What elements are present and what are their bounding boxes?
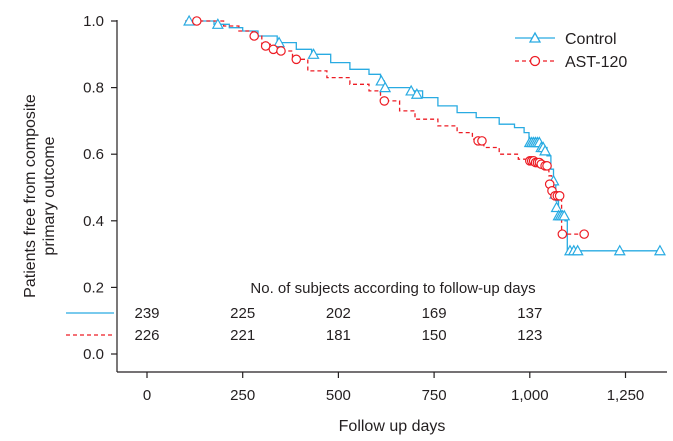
risk-count: 221	[230, 327, 255, 344]
legend-entry-control: Control	[515, 31, 617, 48]
legend: Control AST-120	[515, 31, 627, 71]
censor-marker-control	[410, 88, 423, 99]
x-ticks: 0 250 500 750 1,000 1,250	[143, 372, 644, 404]
series-line-ast120	[185, 20, 586, 235]
censor-marker-control	[571, 244, 584, 256]
censor-marker-control	[307, 48, 320, 59]
y-tick-label: 0.2	[83, 279, 104, 296]
x-tick-label: 1,250	[607, 387, 645, 404]
legend-entry-ast120: AST-120	[515, 54, 627, 71]
risk-row-ast120: 226 221 181 150 123	[134, 327, 542, 344]
censor-marker-ast120	[276, 46, 286, 56]
risk-count: 202	[326, 305, 351, 322]
risk-count: 123	[517, 327, 542, 344]
censor-marker-ast120	[379, 96, 390, 106]
y-tick-label: 0.6	[83, 146, 104, 163]
censor-marker-control	[211, 18, 224, 29]
y-tick-label: 0.0	[83, 346, 104, 363]
x-axis-title: Follow up days	[339, 418, 446, 435]
x-tick-label: 500	[326, 387, 351, 404]
y-tick-label: 1.0	[83, 13, 104, 30]
censor-marker-ast120	[249, 31, 259, 41]
censor-marker-control	[558, 209, 571, 221]
censor-marker-control	[539, 144, 552, 156]
censor-marker-ast120	[542, 161, 552, 171]
plot-area	[183, 14, 666, 256]
axes	[116, 20, 667, 373]
y-ticks: 0.0 0.2 0.4 0.6 0.8 1.0	[83, 13, 117, 363]
censor-marker-ast120	[291, 54, 302, 65]
censor-marker-control	[653, 244, 666, 256]
censor-marker-control	[379, 81, 392, 93]
x-tick-label: 250	[230, 387, 255, 404]
risk-count: 226	[134, 327, 159, 344]
legend-ast120-label: AST-120	[565, 54, 627, 71]
risk-table: No. of subjects according to follow-up d…	[66, 280, 542, 344]
legend-ast120-marker	[529, 55, 541, 67]
x-tick-label: 750	[422, 387, 447, 404]
censor-marker-ast120	[268, 44, 279, 55]
risk-count: 239	[134, 305, 159, 322]
censor-marker-control	[183, 14, 196, 26]
y-axis-title-line-1: Patients free from composite	[22, 94, 39, 298]
risk-count: 169	[422, 305, 447, 322]
censor-marker-ast120	[477, 136, 487, 146]
risk-count: 137	[517, 305, 542, 322]
risk-table-title: No. of subjects according to follow-up d…	[250, 280, 535, 297]
censor-marker-control	[613, 244, 626, 256]
legend-control-label: Control	[565, 31, 617, 48]
censor-marker-control	[375, 74, 388, 86]
y-axis-title-line-2: primary outcome	[41, 136, 58, 255]
censor-marker-control	[550, 201, 563, 213]
risk-count: 181	[326, 327, 351, 344]
censor-marker-ast120	[554, 191, 565, 201]
censor-marker-ast120	[191, 16, 202, 26]
risk-count: 225	[230, 305, 255, 322]
x-tick-label: 1,000	[511, 387, 549, 404]
censor-marker-control	[405, 84, 418, 96]
x-tick-label: 0	[143, 387, 151, 404]
risk-row-control: 239 225 202 169 137	[134, 305, 542, 322]
legend-control-marker	[528, 31, 542, 43]
censor-marker-ast120	[579, 229, 589, 239]
censor-marker-ast120	[557, 229, 568, 239]
y-tick-label: 0.8	[83, 80, 104, 97]
y-tick-label: 0.4	[83, 213, 104, 230]
risk-count: 150	[422, 327, 447, 344]
